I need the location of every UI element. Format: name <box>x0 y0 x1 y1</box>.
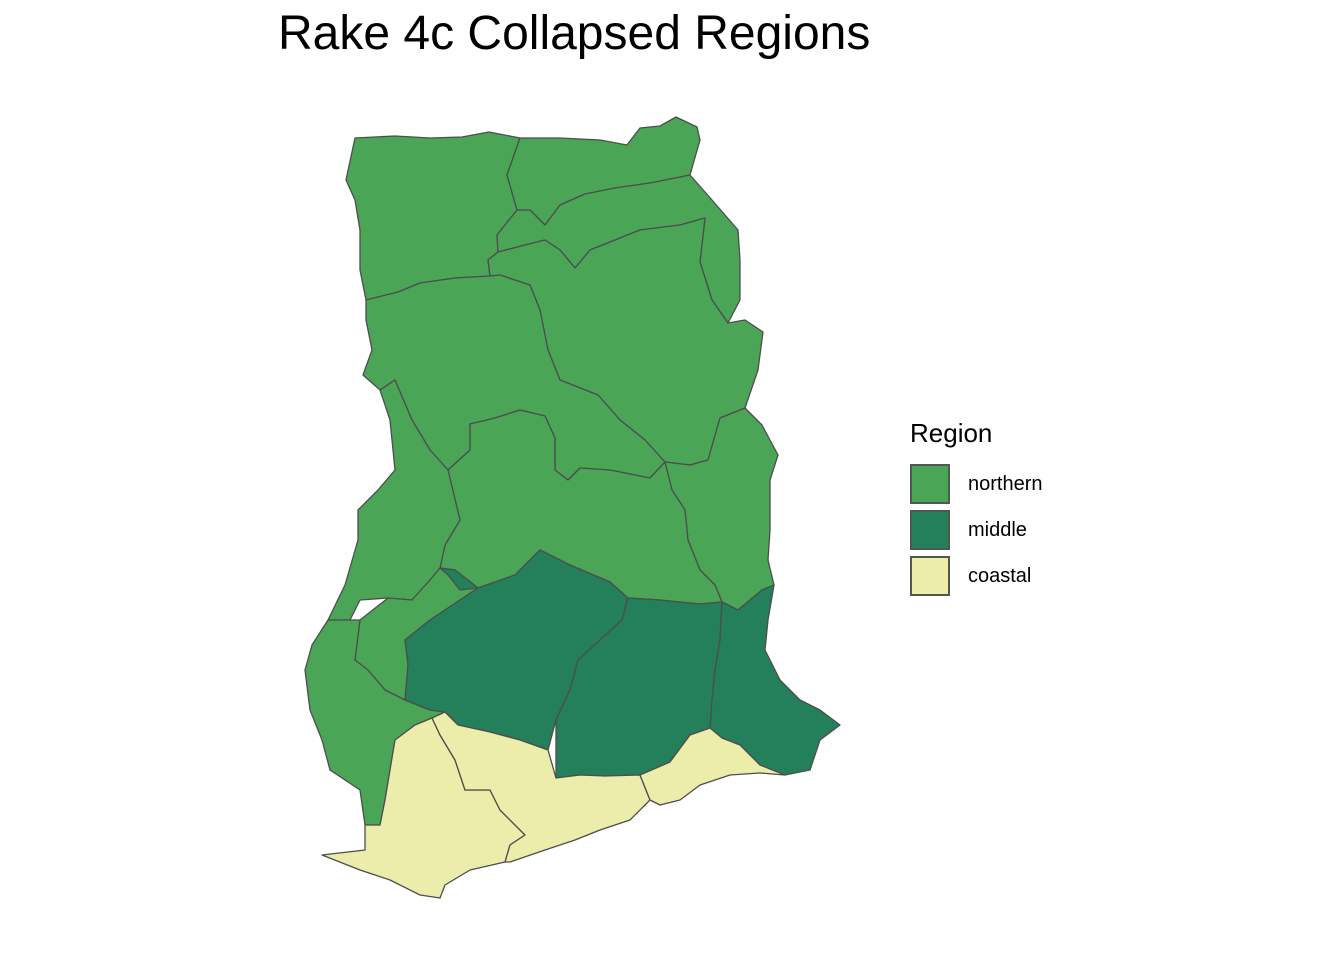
legend-label-middle: middle <box>968 518 1027 541</box>
legend-title: Region <box>910 418 993 448</box>
legend-swatch-northern <box>910 464 950 504</box>
region-volta <box>709 584 841 776</box>
legend-item-middle: middle <box>910 507 1043 553</box>
region-greater-accra <box>639 727 786 806</box>
region-central <box>431 711 651 863</box>
legend-label-northern: northern <box>968 472 1043 495</box>
legend-swatch-coastal <box>910 556 950 596</box>
legend-label-coastal: coastal <box>968 564 1032 587</box>
legend-item-coastal: coastal <box>910 553 1043 599</box>
legend: Region northern middle coastal <box>910 418 1043 599</box>
page-title: Rake 4c Collapsed Regions <box>278 7 871 60</box>
legend-item-northern: northern <box>910 461 1043 507</box>
legend-swatch-middle <box>910 510 950 550</box>
